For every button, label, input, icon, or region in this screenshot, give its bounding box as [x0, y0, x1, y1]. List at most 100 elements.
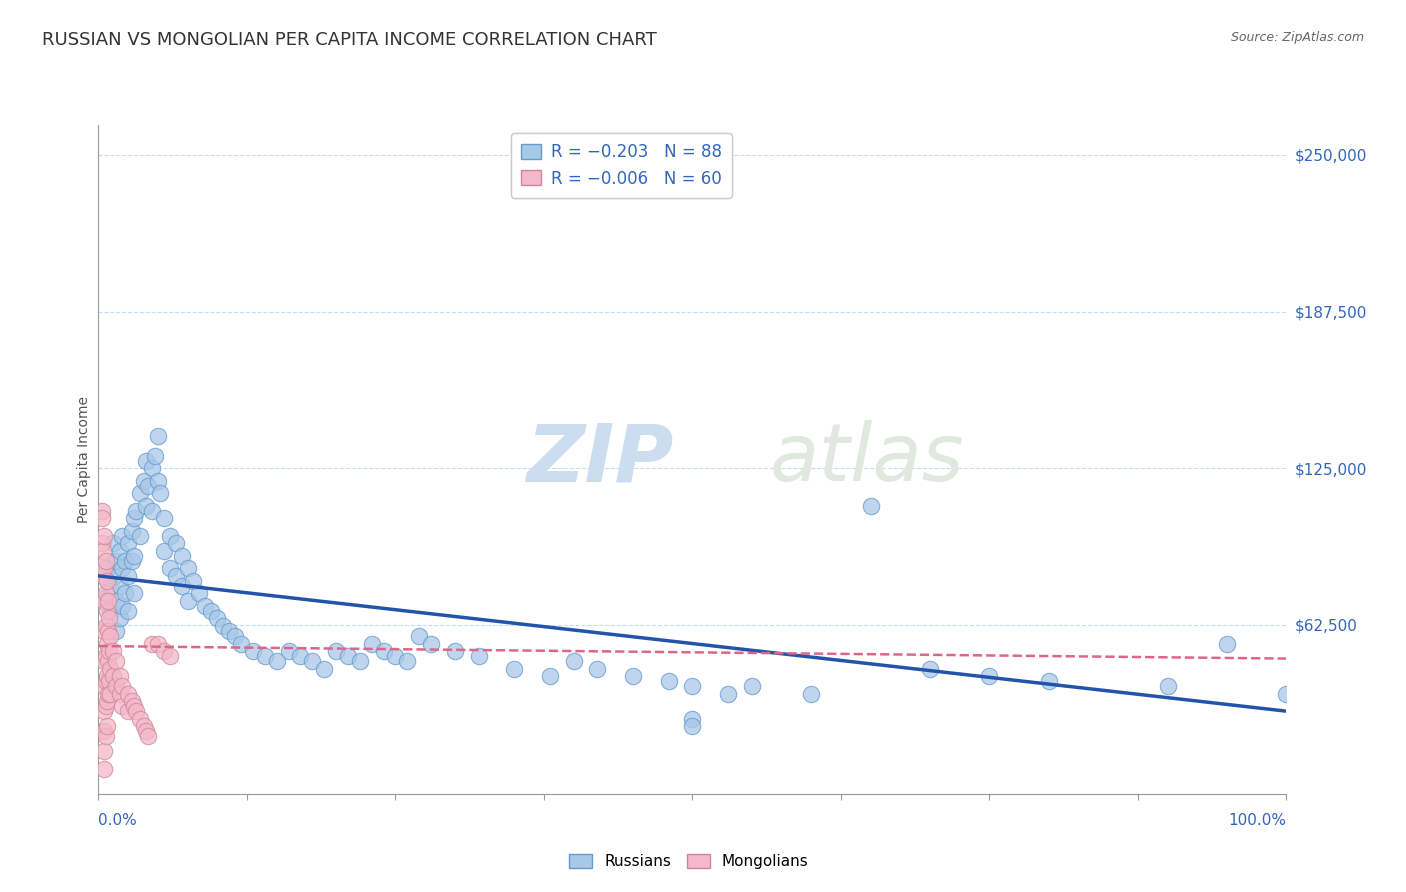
Point: [408, 629, 430, 643]
Point: [117, 687, 139, 701]
Point: [159, 649, 181, 664]
Point: [94, 649, 117, 664]
Point: [108, 579, 131, 593]
Point: [141, 461, 163, 475]
Point: [129, 712, 152, 726]
Point: [93, 654, 115, 668]
Point: [152, 544, 174, 558]
Point: [207, 611, 229, 625]
Point: [212, 619, 235, 633]
Point: [96, 604, 118, 618]
Point: [98, 629, 121, 643]
Point: [122, 699, 145, 714]
Point: [96, 669, 118, 683]
Point: [96, 636, 118, 650]
Point: [396, 654, 419, 668]
Point: [114, 554, 136, 568]
Point: [94, 554, 117, 568]
Point: [170, 579, 193, 593]
Point: [621, 669, 644, 683]
Point: [242, 644, 264, 658]
Point: [176, 594, 198, 608]
Point: [136, 729, 159, 743]
Point: [94, 729, 117, 743]
Point: [170, 549, 193, 563]
Point: [658, 674, 681, 689]
Point: [111, 599, 134, 613]
Point: [224, 629, 246, 643]
Point: [117, 604, 139, 618]
Point: [681, 712, 703, 726]
Point: [141, 636, 163, 650]
Point: [467, 649, 489, 664]
Point: [717, 687, 740, 701]
Point: [97, 687, 120, 701]
Text: atlas: atlas: [769, 420, 965, 499]
Point: [98, 604, 121, 618]
Point: [129, 486, 152, 500]
Point: [122, 511, 145, 525]
Point: [105, 594, 128, 608]
Point: [132, 474, 155, 488]
Point: [165, 569, 187, 583]
Point: [146, 428, 169, 442]
Text: 0.0%: 0.0%: [98, 814, 138, 828]
Y-axis label: Per Capita Income: Per Capita Income: [77, 396, 91, 523]
Point: [105, 554, 128, 568]
Point: [98, 662, 121, 676]
Point: [108, 687, 131, 701]
Point: [336, 649, 359, 664]
Point: [135, 453, 157, 467]
Point: [384, 649, 406, 664]
Point: [122, 549, 145, 563]
Point: [152, 511, 174, 525]
Point: [165, 536, 187, 550]
Legend: Russians, Mongolians: Russians, Mongolians: [564, 848, 814, 875]
Point: [681, 679, 703, 693]
Point: [111, 561, 134, 575]
Point: [94, 674, 117, 689]
Point: [94, 619, 117, 633]
Point: [141, 504, 163, 518]
Point: [159, 561, 181, 575]
Point: [98, 579, 121, 593]
Point: [360, 636, 382, 650]
Point: [103, 569, 125, 583]
Point: [93, 624, 115, 638]
Point: [105, 679, 128, 693]
Point: [920, 662, 942, 676]
Point: [101, 669, 124, 683]
Point: [96, 561, 118, 575]
Point: [93, 704, 115, 718]
Point: [125, 704, 148, 718]
Point: [98, 644, 121, 658]
Point: [91, 511, 114, 525]
Point: [132, 719, 155, 733]
Point: [93, 561, 115, 575]
Point: [562, 654, 585, 668]
Point: [1216, 636, 1239, 650]
Point: [183, 574, 205, 588]
Point: [290, 649, 312, 664]
Point: [538, 669, 561, 683]
Point: [301, 654, 323, 668]
Point: [101, 536, 124, 550]
Point: [200, 604, 222, 618]
Point: [444, 644, 467, 658]
Point: [135, 724, 157, 739]
Point: [111, 699, 134, 714]
Point: [111, 529, 134, 543]
Legend: R = −0.203   N = 88, R = −0.006   N = 60: R = −0.203 N = 88, R = −0.006 N = 60: [510, 133, 731, 197]
Point: [176, 561, 198, 575]
Point: [1156, 679, 1178, 693]
Point: [97, 654, 120, 668]
Point: [101, 644, 124, 658]
Point: [98, 611, 121, 625]
Point: [741, 679, 763, 693]
Point: [93, 594, 115, 608]
Text: ZIP: ZIP: [526, 420, 673, 499]
Point: [229, 636, 252, 650]
Point: [93, 679, 115, 693]
Point: [277, 644, 299, 658]
Point: [218, 624, 240, 638]
